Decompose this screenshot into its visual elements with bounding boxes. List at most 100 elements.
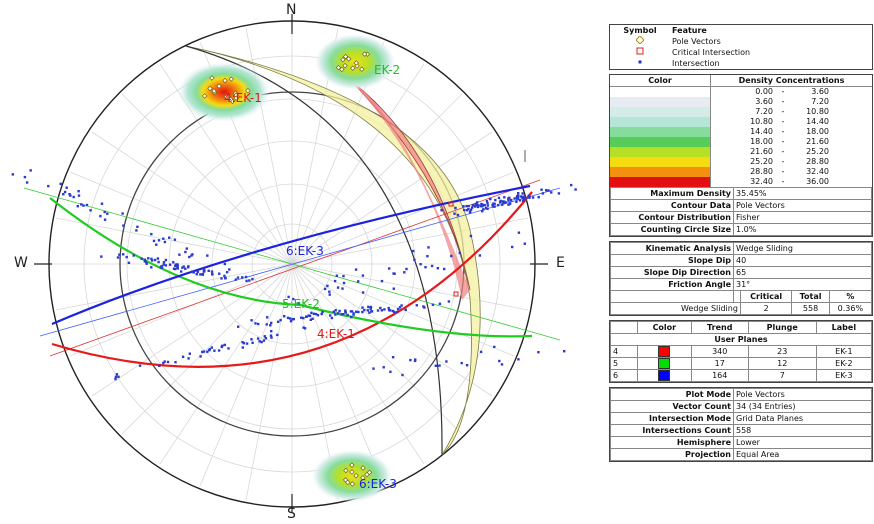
intersection-points <box>11 169 577 381</box>
plane-color-swatch <box>637 369 692 382</box>
density-info-row-key: Maximum Density <box>610 187 734 200</box>
density-color-swatch <box>610 97 711 107</box>
density-range: 3.60-7.20 <box>755 97 829 106</box>
compass-west: W <box>14 255 28 271</box>
density-info-row-value: Pole Vectors <box>733 199 872 212</box>
density-info-row-key: Counting Circle Size <box>610 223 734 236</box>
label-header: Label <box>815 321 873 334</box>
density-color-swatch <box>610 86 711 97</box>
kinematic-row-key: Slope Dip Direction <box>610 266 734 279</box>
stereonet-panel: N S E W 4:EK-1 EK-2 6:EK-3 6:EK-3 5:EK-2… <box>11 2 577 522</box>
ek1-great-circle <box>51 191 533 368</box>
plunge-header: Plunge <box>747 321 817 334</box>
compass-south: S <box>287 506 296 522</box>
plot-info-row-value: Lower <box>733 436 872 449</box>
density-bin-row: 7.20-10.80 <box>610 107 872 117</box>
density-info-row-value: Fisher <box>733 211 872 224</box>
plot-info-row: Projection Equal Area <box>610 448 872 461</box>
plane-label: EK-1 <box>815 345 873 358</box>
user-plane-row: 5 17 12 EK-2 <box>610 357 873 370</box>
kinematic-row-key: Kinematic Analysis <box>610 242 734 255</box>
plane-label: EK-3 <box>815 369 873 382</box>
critical-intersection-point <box>453 291 459 297</box>
density-range: 32.40-36.00 <box>750 177 829 186</box>
dot-icon <box>610 58 670 69</box>
symbol-legend: Symbol Feature Pole Vectors Critical Inte… <box>609 24 873 70</box>
plot-info-row-value: 558 <box>733 424 872 437</box>
wedge-sliding-label: Wedge Sliding <box>610 302 741 315</box>
density-color-swatch <box>610 127 711 137</box>
density-info-row: Contour Data Pole Vectors <box>610 199 872 212</box>
symbol-label: Pole Vectors <box>672 37 721 46</box>
symbol-label: Intersection <box>672 59 720 68</box>
density-bin-row: 32.40-36.00 <box>610 177 872 187</box>
kinematic-row: Slope Dip Direction 65 <box>610 266 872 279</box>
stereonet-svg <box>11 14 577 512</box>
density-bin-row: 18.00-21.60 <box>610 137 872 147</box>
color-header: Color <box>610 75 711 87</box>
critical-zone-fill <box>350 80 470 300</box>
critical-value: 2 <box>739 302 793 315</box>
ek2-great-circle-label: 5:EK-2 <box>282 297 320 311</box>
plot-info-row: Intersections Count 558 <box>610 424 872 437</box>
plot-info-row: Vector Count 34 (34 Entries) <box>610 400 872 413</box>
plane-color-swatch <box>637 357 692 370</box>
pole-vector-points <box>201 51 373 487</box>
density-range: 21.60-25.20 <box>750 147 829 156</box>
density-color-swatch <box>610 147 711 157</box>
ek1-pole-label: 4:EK-1 <box>224 91 262 105</box>
density-bin-row: 14.40-18.00 <box>610 127 872 137</box>
density-header: Density Concentrations <box>710 75 872 87</box>
density-bin-row: 10.80-14.40 <box>610 117 872 127</box>
density-bin-row: 0.00-3.60 <box>610 86 872 97</box>
density-range: 25.20-28.80 <box>750 157 829 166</box>
user-plane-row: 6 164 7 EK-3 <box>610 369 873 382</box>
ek3-great-circle <box>51 184 531 326</box>
kinematic-row-value: 31° <box>733 278 872 291</box>
ek3-thin-line <box>39 187 561 337</box>
density-range: 18.00-21.60 <box>750 137 829 146</box>
density-color-swatch <box>610 157 711 167</box>
legend-panel: Symbol Feature Pole Vectors Critical Inte… <box>609 24 873 466</box>
plane-plunge: 12 <box>747 357 817 370</box>
density-range: 28.80-32.40 <box>750 167 829 176</box>
density-bin-row: 28.80-32.40 <box>610 167 872 177</box>
compass-north: N <box>286 2 297 18</box>
kinematic-row: Slope Dip 40 <box>610 254 872 267</box>
plane-trend: 17 <box>690 357 749 370</box>
density-legend: Color Density Concentrations 0.00-3.60 3.6… <box>609 74 873 237</box>
kinematic-row-value: 40 <box>733 254 872 267</box>
plot-info-row-value: 34 (34 Entries) <box>733 400 872 413</box>
trend-header: Trend <box>690 321 749 334</box>
plot-info-row-key: Projection <box>610 448 734 461</box>
ek1-great-circle-label: 4:EK-1 <box>317 327 355 341</box>
percent-header: % <box>828 290 873 303</box>
plot-info-row-key: Vector Count <box>610 400 734 413</box>
critical-header: Critical <box>739 290 793 303</box>
density-range: 10.80-14.40 <box>750 117 829 126</box>
plane-id: 4 <box>610 345 638 358</box>
critical-intersection-point <box>448 201 454 207</box>
plot-info-row-key: Hemisphere <box>610 436 734 449</box>
plot-info-panel: Plot Mode Pole Vectors Vector Count 34 (34 … <box>609 387 873 462</box>
plane-plunge: 23 <box>747 345 817 358</box>
plot-info-row-key: Intersection Mode <box>610 412 734 425</box>
plane-trend: 340 <box>690 345 749 358</box>
diamond-icon <box>610 35 670 47</box>
kinematic-row-key: Slope Dip <box>610 254 734 267</box>
ek3-pole-label: 6:EK-3 <box>359 477 397 491</box>
plane-label: EK-2 <box>815 357 873 370</box>
square-icon <box>610 47 670 58</box>
plot-info-row: Intersection Mode Grid Data Planes <box>610 412 872 425</box>
plane-id: 6 <box>610 369 638 382</box>
density-color-swatch <box>610 167 711 177</box>
density-color-swatch <box>610 177 711 187</box>
density-range: 0.00-3.60 <box>755 87 829 96</box>
planes-color-header: Color <box>637 321 692 334</box>
density-info-row: Maximum Density 35.45% <box>610 187 872 200</box>
plane-color-swatch <box>637 345 692 358</box>
kinematic-row-value: 65 <box>733 266 872 279</box>
kinematic-row-value: Wedge Sliding <box>733 242 872 255</box>
density-info-row: Contour Distribution Fisher <box>610 211 872 224</box>
user-plane-row: 4 340 23 EK-1 <box>610 345 873 358</box>
